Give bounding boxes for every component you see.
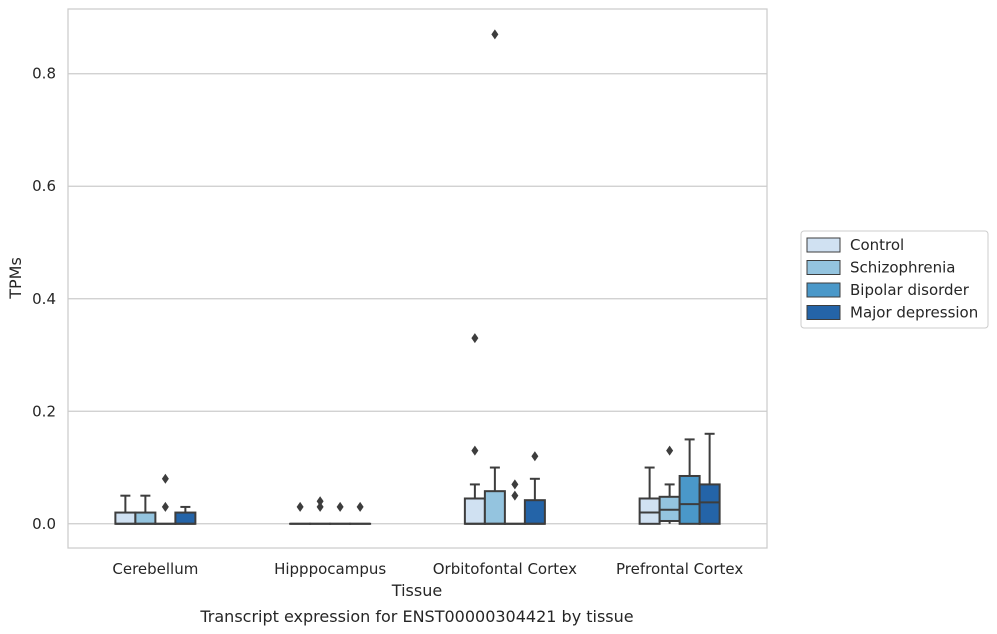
outlier-point (471, 333, 479, 344)
outlier-point (161, 501, 169, 512)
legend-swatch (806, 237, 841, 253)
box-body (678, 474, 701, 525)
outlier-point (531, 451, 539, 462)
y-tick-label: 0.0 (32, 515, 56, 533)
outlier-point (296, 501, 304, 512)
legend: Control Schizophrenia Bipolar disorder Majo… (800, 230, 989, 329)
y-tick-label: 0.8 (32, 65, 56, 83)
box-0-2 (154, 473, 177, 525)
box-1-3 (349, 501, 372, 525)
legend-label: Schizophrenia (850, 259, 955, 277)
outlier-point (471, 445, 479, 456)
x-tick-labels: Cerebellum Hipppocampus Orbitofontal Corte… (112, 560, 743, 578)
box-2-1 (483, 29, 506, 525)
y-tick-label: 0.2 (32, 402, 56, 420)
box-body (523, 499, 546, 525)
legend-swatch (806, 260, 841, 275)
outlier-point (316, 501, 324, 512)
box-2-3 (523, 451, 546, 525)
x-tick-label: Hipppocampus (274, 560, 386, 578)
outlier-point (666, 445, 674, 456)
box-body (174, 511, 197, 525)
box-body (114, 511, 137, 525)
x-axis-title: Tissue (391, 581, 442, 600)
outlier-point (336, 501, 344, 512)
chart-caption: Transcript expression for ENST0000030442… (199, 607, 633, 626)
plot-frame (67, 8, 768, 549)
box-body (638, 497, 661, 525)
legend-swatch (806, 282, 841, 298)
box-body (134, 511, 157, 525)
y-axis-title: TPMs (6, 257, 25, 300)
box-body (463, 497, 486, 525)
x-tick-label: Prefrontal Cortex (616, 560, 743, 578)
outlier-point (161, 473, 169, 484)
box-0-3 (174, 505, 197, 525)
box-body (698, 483, 721, 525)
box-3-0 (638, 466, 661, 525)
box-groups (114, 29, 721, 525)
x-tick-label: Orbitofontal Cortex (433, 560, 577, 578)
legend-frame (800, 230, 989, 329)
outlier-point (511, 479, 519, 490)
plot-background (68, 9, 767, 548)
box-1-0 (289, 501, 312, 525)
y-tick-label: 0.4 (32, 290, 56, 308)
outlier-point (316, 496, 324, 507)
outlier-point (491, 29, 499, 40)
box-2-2 (503, 479, 526, 525)
legend-label: Control (850, 236, 904, 254)
y-tick-labels: 0.0 0.2 0.4 0.6 0.8 (32, 65, 56, 533)
x-tick-label: Cerebellum (112, 560, 198, 578)
outlier-point (511, 490, 519, 501)
box-body (483, 490, 506, 525)
legend-label: Bipolar disorder (850, 281, 970, 299)
legend-label: Major depression (850, 304, 978, 322)
box-3-1 (658, 445, 681, 524)
legend-swatch (806, 305, 841, 320)
box-0-1 (134, 494, 157, 525)
box-3-3 (698, 432, 721, 525)
y-tick-label: 0.6 (32, 177, 56, 195)
outlier-point (356, 501, 364, 512)
